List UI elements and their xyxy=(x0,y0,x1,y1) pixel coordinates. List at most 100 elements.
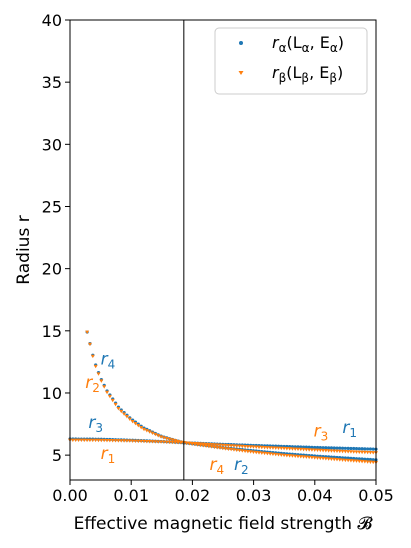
data-point xyxy=(270,446,275,450)
y-tick-label: 5 xyxy=(52,446,62,465)
data-point xyxy=(204,444,209,448)
data-point xyxy=(268,452,273,456)
data-point xyxy=(150,440,155,444)
data-point xyxy=(323,457,328,461)
data-point xyxy=(287,454,292,458)
data-point xyxy=(265,446,270,450)
data-point xyxy=(248,450,253,454)
data-point xyxy=(343,458,348,463)
data-point xyxy=(119,439,124,443)
data-point xyxy=(371,451,376,455)
data-point xyxy=(368,447,373,451)
legend-item-alpha: rα(Lα, Eα) xyxy=(239,33,344,55)
data-point xyxy=(326,457,331,461)
data-point xyxy=(371,447,375,451)
data-point xyxy=(102,438,107,443)
data-point xyxy=(85,330,90,335)
data-point xyxy=(147,430,152,434)
data-point xyxy=(257,445,262,450)
legend-label: rα(Lα, Eα) xyxy=(272,33,344,55)
data-point xyxy=(352,456,356,461)
y-tick-label: 25 xyxy=(42,197,62,216)
data-point xyxy=(102,385,107,389)
legend-marker xyxy=(239,41,243,45)
data-point xyxy=(231,444,236,448)
data-point xyxy=(354,450,359,454)
data-point xyxy=(254,445,259,449)
data-point xyxy=(127,439,132,443)
data-point xyxy=(262,445,267,450)
data-point xyxy=(245,445,250,449)
data-point xyxy=(90,354,95,359)
data-point xyxy=(133,439,138,443)
data-point xyxy=(287,447,292,451)
y-axis-label: Radius r xyxy=(14,215,34,284)
data-point xyxy=(362,460,367,464)
data-point xyxy=(105,390,110,395)
data-point xyxy=(354,459,359,463)
data-point xyxy=(268,446,273,450)
data-point xyxy=(215,443,220,447)
data-point xyxy=(231,448,236,452)
data-point xyxy=(340,449,345,454)
data-point xyxy=(156,434,161,438)
data-point xyxy=(332,446,336,450)
data-point xyxy=(254,450,259,455)
y-tick-label: 40 xyxy=(42,11,62,30)
data-point xyxy=(206,444,211,449)
data-point xyxy=(113,402,118,407)
data-point xyxy=(329,457,334,461)
data-point xyxy=(366,447,370,451)
data-point xyxy=(282,446,287,451)
data-point xyxy=(360,450,365,455)
data-point xyxy=(346,450,351,454)
data-point xyxy=(310,445,314,449)
data-point xyxy=(119,409,124,414)
data-point xyxy=(362,450,367,455)
legend-label: rβ(Lβ, Eβ) xyxy=(272,63,343,85)
data-point xyxy=(357,459,362,464)
data-point xyxy=(104,438,109,443)
x-tick-label: 0.03 xyxy=(236,486,272,505)
data-point xyxy=(335,449,340,453)
data-point xyxy=(346,458,351,463)
data-point xyxy=(130,439,135,443)
data-point xyxy=(218,443,223,448)
data-point xyxy=(187,442,192,446)
y-tick-label: 30 xyxy=(42,135,62,154)
data-point xyxy=(90,438,95,443)
data-point xyxy=(144,429,149,433)
data-point xyxy=(357,447,361,451)
data-point xyxy=(335,458,340,462)
data-point xyxy=(368,451,373,455)
legend: rα(Lα, Eα) rβ(Lβ, Eβ) xyxy=(214,27,368,95)
data-point xyxy=(301,455,306,459)
data-point xyxy=(218,446,223,450)
data-point xyxy=(133,421,138,426)
data-point xyxy=(315,448,320,453)
data-point xyxy=(296,447,301,452)
data-point xyxy=(153,440,158,444)
data-point xyxy=(237,448,242,453)
data-point xyxy=(204,442,209,447)
data-point xyxy=(323,449,328,453)
data-point xyxy=(351,450,356,454)
data-point xyxy=(215,446,220,450)
data-point xyxy=(357,450,362,454)
data-point xyxy=(170,440,175,445)
data-point xyxy=(226,444,231,448)
axes-layer: 0.00 0.01 0.02 0.03 0.04 0.05 5 10 15 20 25 30 35 40 xyxy=(42,11,394,505)
x-axis-label: Effective magnetic field strength 𝓑 xyxy=(74,514,374,534)
series-beta xyxy=(68,330,378,465)
data-point xyxy=(312,448,317,452)
data-point xyxy=(296,454,301,459)
data-point xyxy=(124,415,129,419)
data-point xyxy=(234,448,239,452)
data-point xyxy=(307,448,312,452)
x-tick-label: 0.00 xyxy=(52,486,88,505)
data-point xyxy=(307,445,311,449)
data-point xyxy=(351,459,356,463)
data-point xyxy=(245,449,250,454)
data-point xyxy=(298,455,303,459)
data-point xyxy=(212,445,217,450)
